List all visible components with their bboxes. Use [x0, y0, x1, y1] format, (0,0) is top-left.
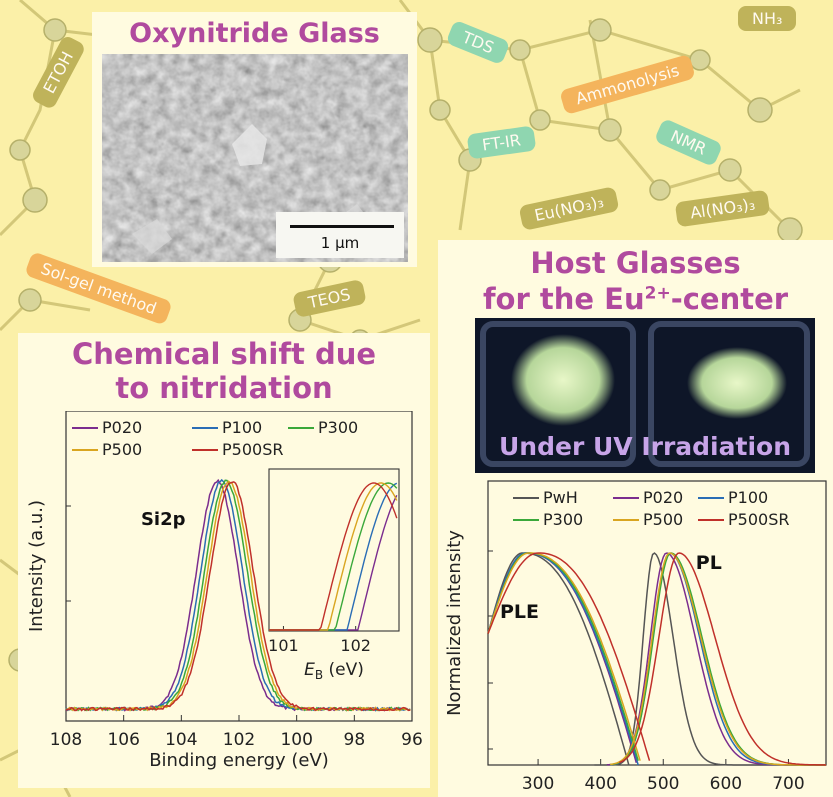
pl-legend-label-p500sr: P500SR [728, 510, 789, 529]
xps-legend-label-p100: P100 [222, 418, 262, 437]
sem-micrograph-image: 1 μm [102, 54, 408, 262]
xps-legend-label-p020: P020 [102, 418, 142, 437]
pl-xtick-label: 400 [584, 774, 616, 794]
xps-y-axis-label: Intensity (a.u.) [26, 500, 47, 632]
pl-y-axis-label: Normalized intensity [444, 530, 465, 716]
scale-bar-label: 1 μm [320, 234, 360, 252]
xps-series-p500sr [65, 481, 411, 712]
pl-ple-chart: 300 400 500 600 700 Normalized intensity PLE PL… [444, 480, 827, 794]
xps-xtick-label: 98 [344, 730, 366, 750]
scale-bar-box [276, 212, 404, 258]
xps-xtick-label: 106 [107, 730, 139, 750]
ple-series-pwh [487, 552, 630, 766]
xps-xtick-label: 108 [50, 730, 82, 750]
pl-xtick-label: 300 [522, 774, 554, 794]
uv-photo: Under UV Irradiation [475, 318, 815, 473]
xps-legend-label-p300: P300 [318, 418, 358, 437]
sem-panel: Oxynitride Glass 1 μm [92, 12, 417, 267]
pl-xtick-label: 600 [710, 774, 742, 794]
ple-series-p500sr [487, 552, 651, 761]
tag-nh3: NH₃ [738, 6, 797, 31]
pl-legend-label-p500: P500 [643, 510, 683, 529]
xps-xtick-label: 96 [401, 730, 423, 750]
host-panel-title-line2: for the Eu2+-center [482, 282, 789, 316]
host-glass-panel: Host Glasses for the Eu2+-center Under U… [438, 240, 833, 797]
xps-chart: 108 106 104 102 100 98 96 Binding energy (eV) In… [26, 411, 423, 771]
pl-xtick-label: 700 [772, 774, 804, 794]
pl-legend-label-pwh: PwH [543, 488, 578, 507]
scale-bar [290, 225, 394, 228]
pl-legend-label-p300: P300 [543, 510, 583, 529]
ple-series-p500 [487, 552, 641, 761]
xps-inset-series-p500sr [269, 482, 398, 631]
ple-series-p300 [487, 552, 639, 761]
host-panel-title-line1: Host Glasses [530, 246, 741, 280]
ple-series-p020 [487, 552, 638, 764]
pl-series-p500 [610, 552, 826, 766]
xps-peak-label: Si2p [141, 509, 186, 530]
pl-legend-label-p100: P100 [728, 488, 768, 507]
xps-xtick-label: 104 [165, 730, 197, 750]
sem-panel-title: Oxynitride Glass [129, 18, 380, 49]
xps-legend-label-p500: P500 [102, 440, 142, 459]
xps-panel-title-line1: Chemical shift due [71, 337, 377, 371]
ple-annotation: PLE [500, 601, 539, 623]
xps-x-axis-label: Binding energy (eV) [149, 750, 329, 771]
xps-panel: Chemical shift due to nitridation 108 106… [18, 333, 430, 788]
pl-plot-frame [487, 480, 827, 766]
xps-inset-x-label: EB (eV) [304, 660, 364, 682]
ple-series-p100 [487, 552, 639, 766]
pl-series-p500sr [619, 552, 827, 766]
pl-annotation: PL [696, 552, 722, 574]
xps-inset-xtick-label: 102 [340, 636, 371, 655]
xps-legend-label-p500sr: P500SR [222, 440, 283, 459]
xps-xtick-label: 100 [280, 730, 312, 750]
uv-photo-image [475, 318, 815, 473]
pl-xtick-label: 500 [647, 774, 679, 794]
xps-inset-xtick-label: 101 [268, 636, 299, 655]
xps-panel-title-line2: to nitridation [115, 371, 333, 405]
pl-legend-label-p020: P020 [643, 488, 683, 507]
pl-series-p100 [610, 552, 826, 766]
xps-xtick-label: 102 [223, 730, 255, 750]
pl-series-p300 [611, 552, 826, 766]
uv-photo-caption: Under UV Irradiation [499, 432, 791, 461]
